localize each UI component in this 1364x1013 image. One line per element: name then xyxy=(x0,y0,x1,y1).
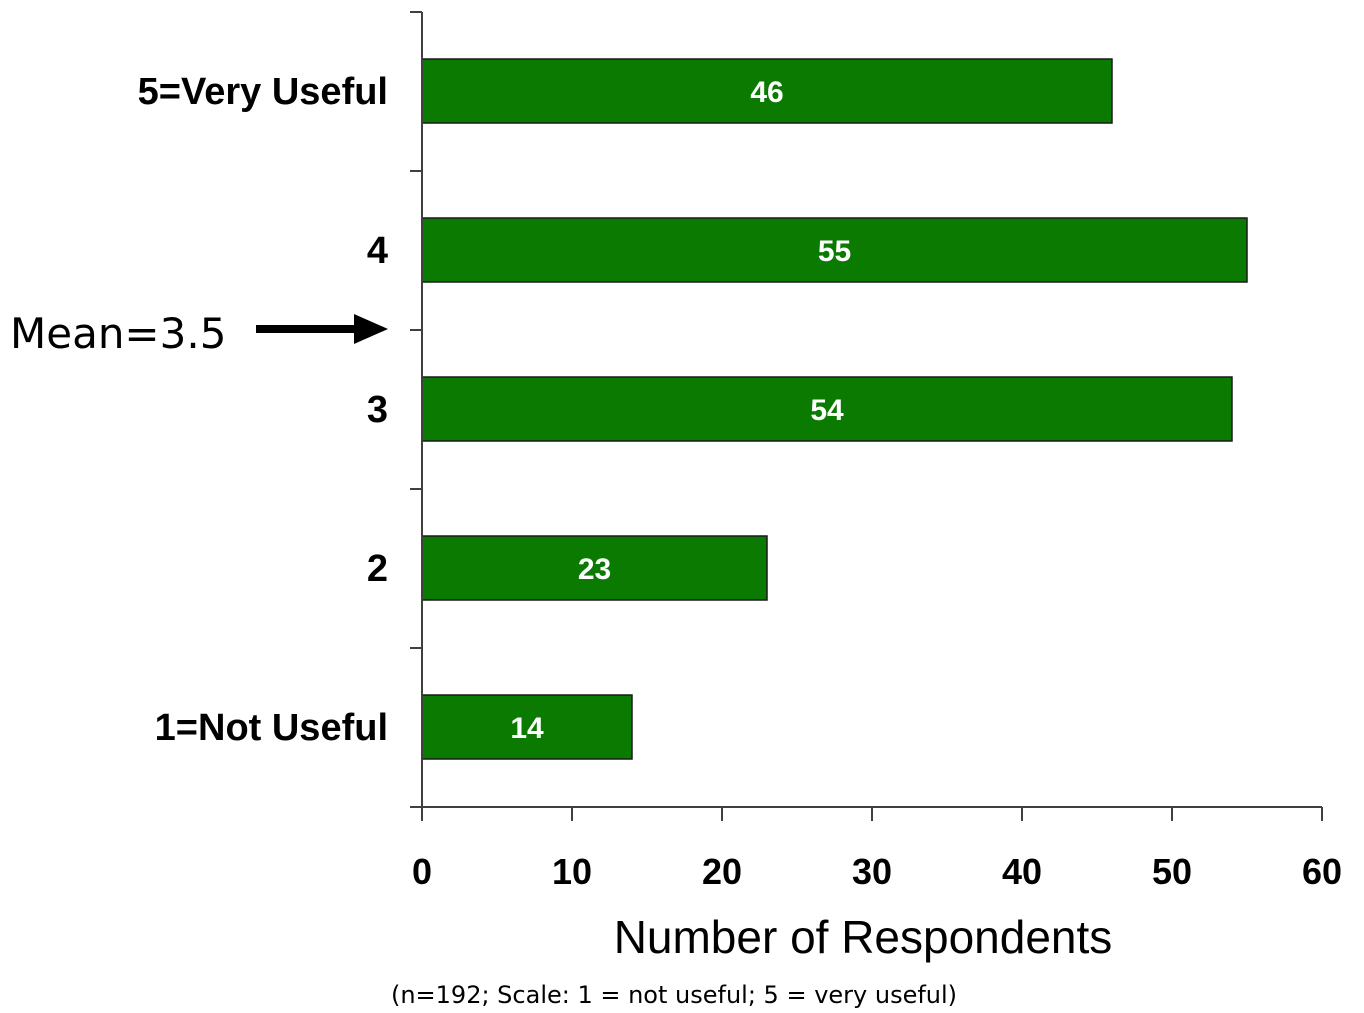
category-label: 5=Very Useful xyxy=(138,71,388,113)
category-label: 3 xyxy=(367,389,388,431)
x-tick-label: 40 xyxy=(1002,851,1042,892)
mean-annotation-label: Mean=3.5 xyxy=(10,309,226,358)
bars-layer xyxy=(421,58,1248,760)
mean-annotation: Mean=3.5 xyxy=(10,309,388,358)
x-tick-label: 10 xyxy=(552,851,592,892)
category-label: 4 xyxy=(367,230,388,272)
x-tick-label: 60 xyxy=(1302,851,1342,892)
chart-footnote: (n=192; Scale: 1 = not useful; 5 = very … xyxy=(391,981,957,1009)
x-tick-label: 0 xyxy=(412,851,432,892)
bar xyxy=(421,217,1248,283)
x-axis-title: Number of Respondents xyxy=(614,911,1113,963)
axes xyxy=(410,11,1323,821)
category-label: 2 xyxy=(367,548,388,590)
category-label: 1=Not Useful xyxy=(155,707,388,749)
mean-arrow-head-icon xyxy=(354,314,388,344)
x-tick-label: 20 xyxy=(702,851,742,892)
bar-value-label: 55 xyxy=(818,235,851,268)
bar-value-label: 54 xyxy=(810,394,844,427)
bar-value-label: 14 xyxy=(510,712,544,745)
bar xyxy=(421,376,1233,442)
bar-value-label: 23 xyxy=(578,553,611,586)
labels: 46 5=Very Useful 55 4 54 3 23 2 14 1=Not Useful 0 1… xyxy=(138,71,1342,892)
bar xyxy=(421,535,768,601)
bar xyxy=(421,58,1113,124)
bar xyxy=(421,694,633,760)
x-tick-label: 30 xyxy=(852,851,892,892)
x-tick-label: 50 xyxy=(1152,851,1192,892)
bar-value-label: 46 xyxy=(750,76,783,109)
